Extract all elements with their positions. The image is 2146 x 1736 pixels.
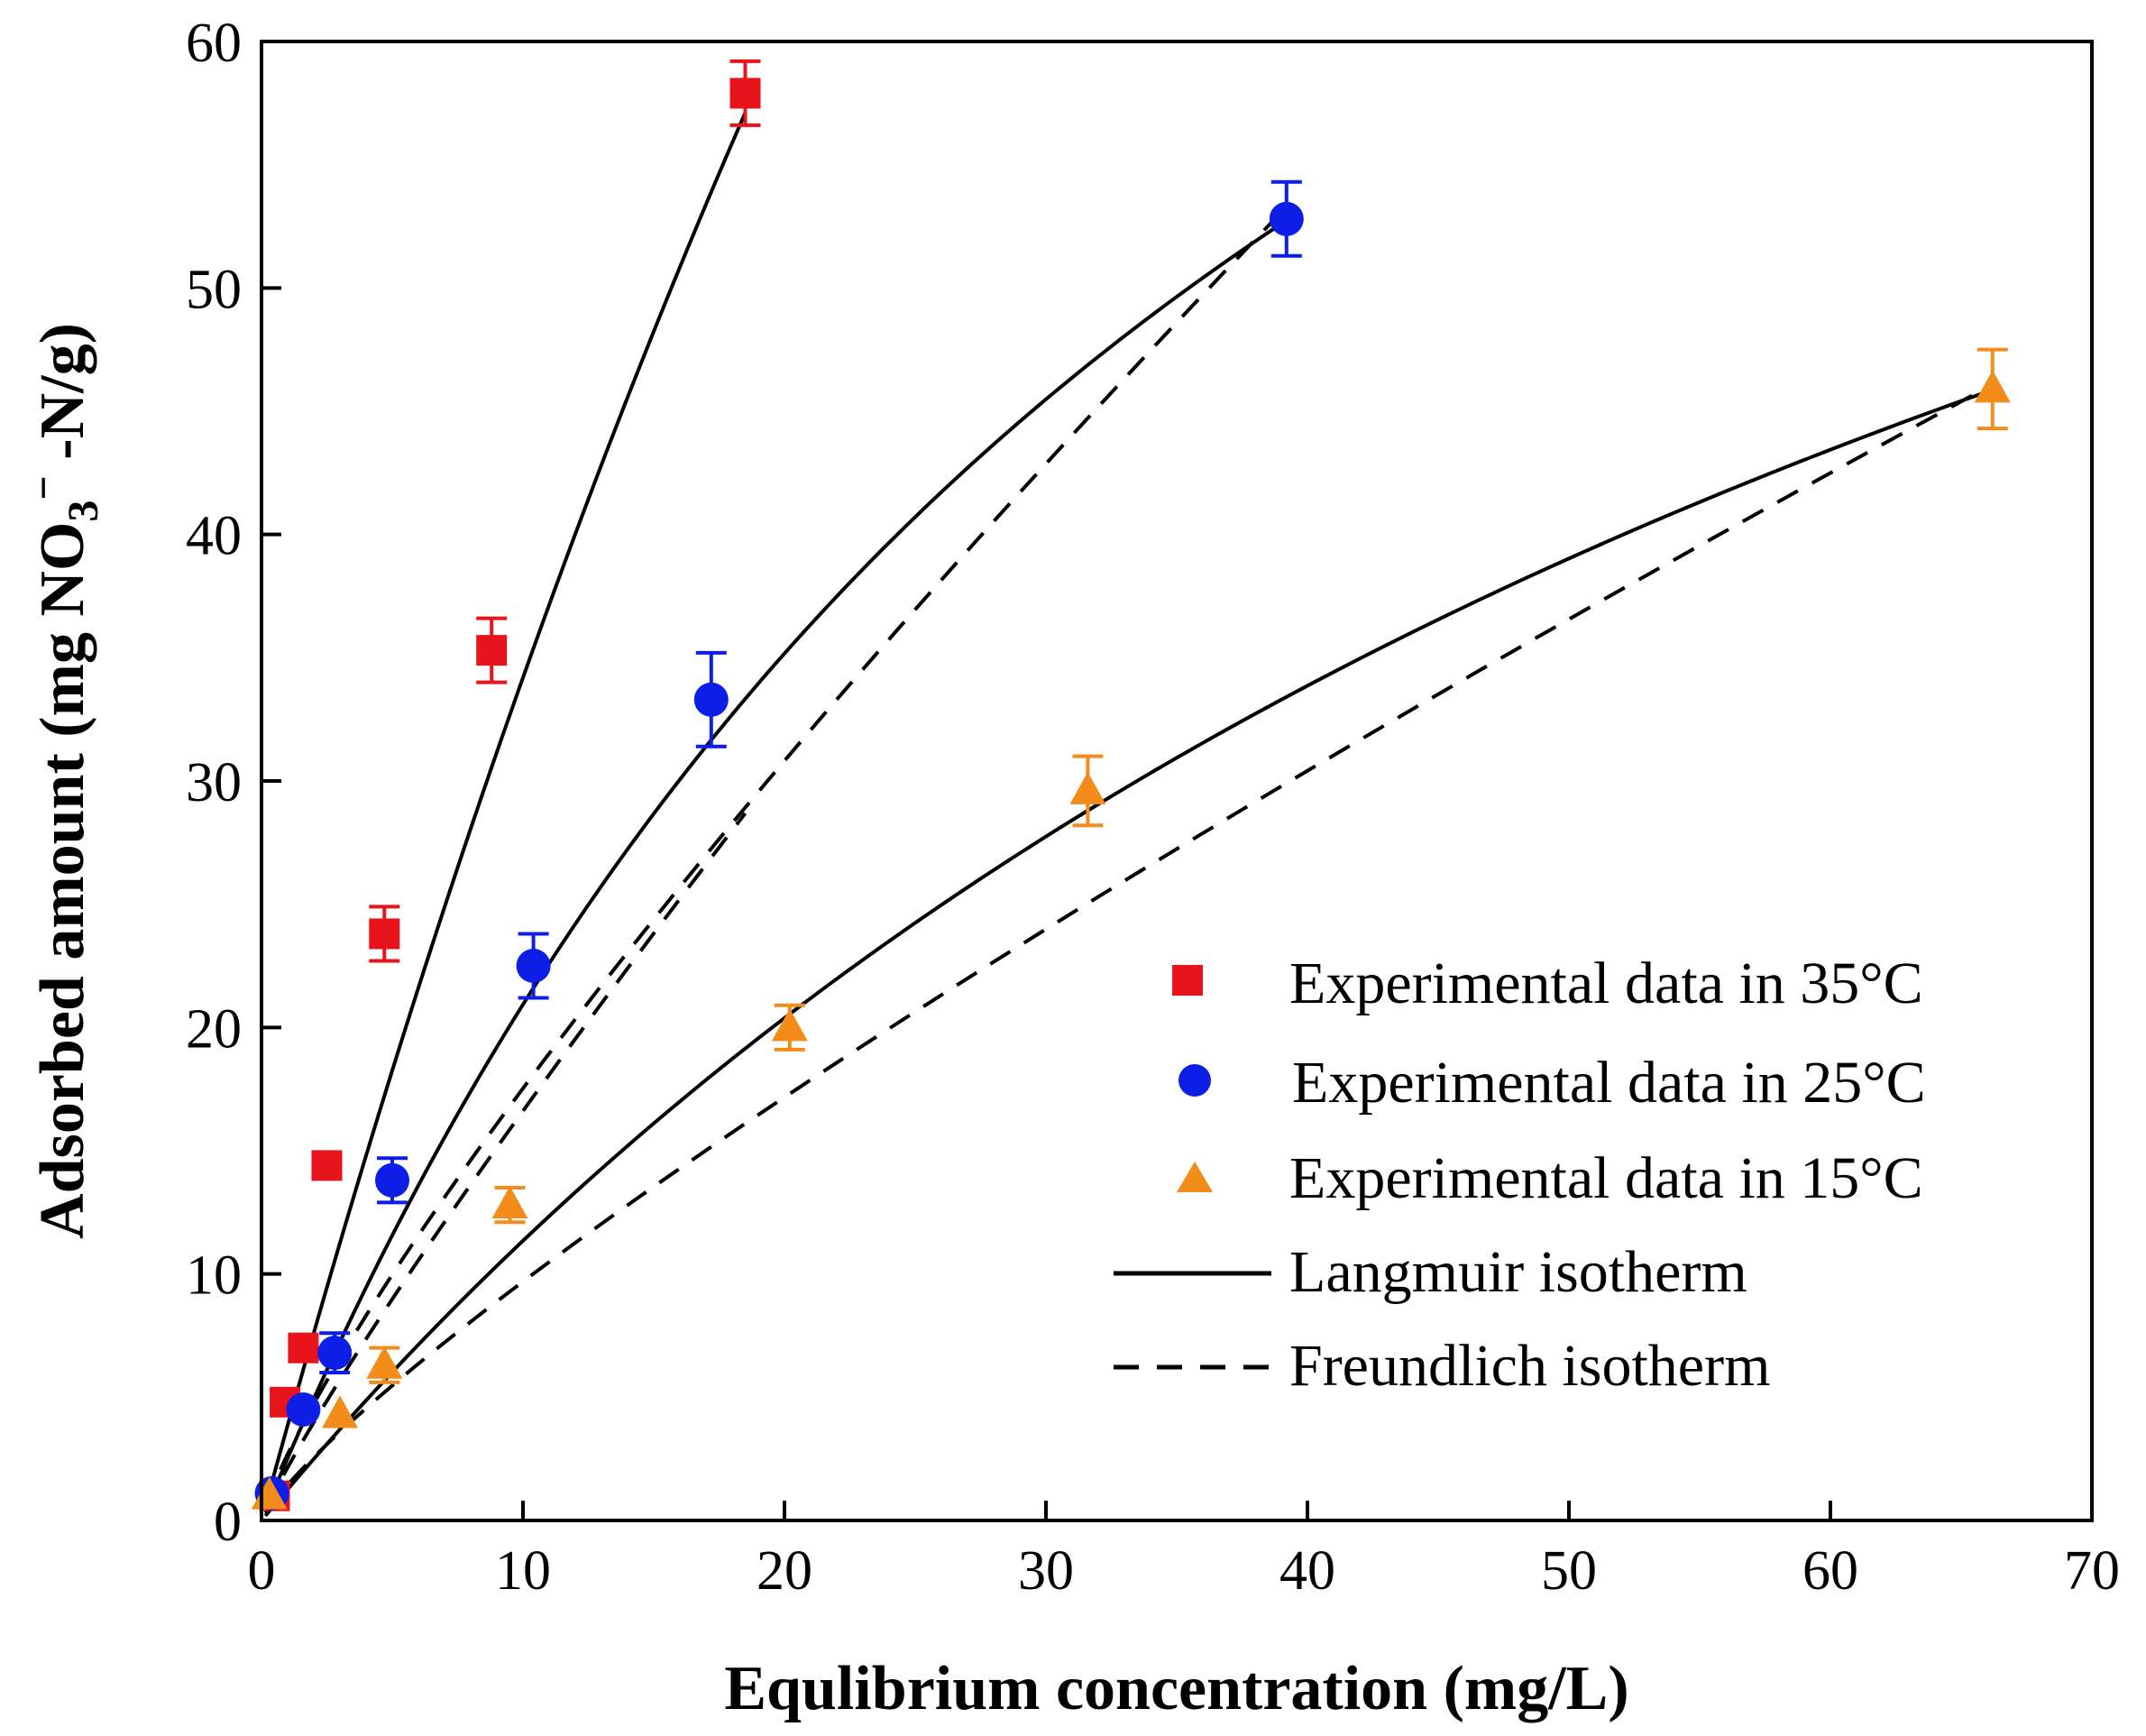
data-point-25c: [317, 1336, 353, 1371]
data-point-25c: [1269, 201, 1304, 236]
data-point-35c: [476, 635, 508, 666]
legend-label-25c: Experimental data in 25°C: [1292, 1050, 1926, 1116]
data-point-15c: [322, 1395, 358, 1428]
legend-label-freundlich: Freundlich isotherm: [1289, 1333, 1770, 1399]
legend-label-15c: Experimental data in 15°C: [1289, 1145, 1923, 1211]
data-point-25c: [516, 949, 551, 983]
y-axis-title-suffix: -N/g): [28, 323, 97, 475]
y-axis-title-subscript: 3: [60, 501, 107, 522]
x-tick-label: 20: [757, 1540, 812, 1602]
data-point-25c: [286, 1392, 321, 1427]
x-axis-title: Equlibrium concentration (mg/L): [724, 1654, 1628, 1723]
y-axis-title: Adsorbed amount (mg NO3− -N/g): [20, 323, 107, 1239]
y-tick-label: 0: [214, 1492, 242, 1553]
data-point-35c: [729, 78, 761, 109]
x-tick-label: 70: [2064, 1540, 2120, 1602]
langmuir-curve-15c: [263, 388, 1994, 1518]
langmuir-curve-35c: [263, 112, 747, 1507]
legend: Experimental data in 35°C Experimental d…: [1114, 951, 1926, 1399]
x-tick-label: 50: [1541, 1540, 1597, 1602]
legend-marker-15c: [1177, 1162, 1213, 1192]
data-point-35c: [288, 1332, 319, 1364]
x-tick-label: 40: [1279, 1540, 1335, 1602]
axis-ticks-layer: 0 10 20 30 40 50 60 70 0 10 20 30 40 50 60: [186, 13, 2120, 1602]
data-points-layer: [251, 59, 2011, 1511]
data-point-15c: [366, 1346, 403, 1379]
y-tick-label: 40: [186, 506, 242, 567]
legend-label-langmuir: Langmuir isotherm: [1289, 1239, 1747, 1305]
y-tick-label: 60: [186, 13, 242, 74]
data-point-25c: [375, 1162, 409, 1198]
x-tick-label: 0: [248, 1540, 276, 1602]
data-point-15c: [491, 1186, 528, 1219]
data-point-15c: [1974, 370, 2011, 403]
langmuir-curve-25c: [263, 218, 1288, 1512]
x-tick-label: 60: [1802, 1540, 1858, 1602]
data-point-15c: [1069, 771, 1106, 804]
x-tick-label: 10: [495, 1540, 551, 1602]
y-tick-label: 20: [186, 998, 242, 1060]
y-tick-label: 30: [186, 752, 242, 813]
y-axis-title-superscript: −: [20, 475, 68, 500]
y-axis-title-prefix: Adsorbed amount (mg NO: [28, 522, 97, 1239]
legend-marker-35c: [1172, 965, 1203, 996]
freundlich-curve-15c: [263, 382, 1994, 1514]
y-tick-label: 10: [186, 1245, 242, 1307]
data-point-25c: [693, 682, 729, 717]
y-tick-label: 50: [186, 259, 242, 320]
data-point-35c: [369, 918, 400, 950]
legend-label-35c: Experimental data in 35°C: [1289, 951, 1923, 1016]
freundlich-curve-25c: [263, 205, 1289, 1508]
data-point-35c: [311, 1150, 343, 1181]
data-point-15c: [771, 1008, 808, 1042]
x-tick-label: 30: [1018, 1540, 1074, 1602]
legend-marker-25c: [1178, 1064, 1211, 1097]
